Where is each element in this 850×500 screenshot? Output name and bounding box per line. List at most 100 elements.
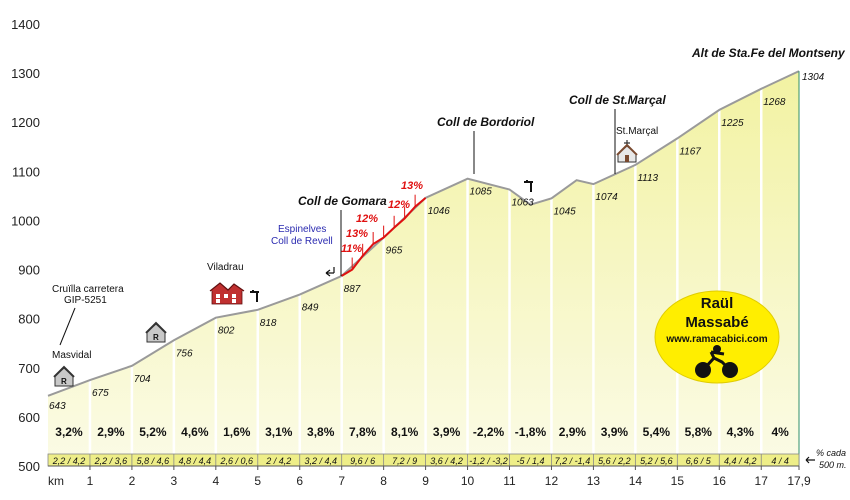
segment-detail: 5,8 / 4,6 (137, 456, 170, 466)
y-tick-label: 700 (18, 361, 40, 376)
elevation-point-label: 849 (302, 303, 319, 314)
km-divider-lines (88, 88, 763, 466)
svg-text:R: R (153, 333, 159, 342)
segment-grade: 4,3% (727, 425, 755, 439)
x-tick-label: 8 (380, 474, 387, 488)
elevation-point-label: 1045 (553, 206, 576, 217)
segment-detail: 5,6 / 2,2 (598, 456, 631, 466)
y-tick-label: 1200 (11, 115, 40, 130)
segment-detail: 3,2 / 4,4 (304, 456, 337, 466)
x-tick-label: 13 (587, 474, 601, 488)
profile-ridge-line (47, 70, 800, 397)
segment-grade: 2,9% (97, 425, 125, 439)
segment-detail: 7,2 / 9 (392, 456, 417, 466)
espinelves-arrow-icon (325, 267, 335, 277)
elevation-point-label: 643 (49, 401, 66, 412)
x-tick-label: 15 (671, 474, 685, 488)
segment-detail: -1,2 / -3,2 (469, 456, 508, 466)
segment-grade: 2,9% (559, 425, 587, 439)
cyclist-icon (695, 345, 738, 378)
x-tick-label: 10 (461, 474, 475, 488)
x-tick-label: 5 (254, 474, 261, 488)
segment-grade: 3,2% (55, 425, 83, 439)
elevation-point-label: 1304 (802, 72, 825, 83)
segment-grade: 8,1% (391, 425, 419, 439)
place-label-stmarcal: St.Marçal (616, 126, 658, 137)
village-icon (209, 282, 245, 305)
segment-grade: 1,6% (223, 425, 251, 439)
place-label-masvidal: Masvidal (52, 350, 91, 361)
steep-section-ticks (351, 194, 416, 270)
segment-detail-labels: 2,2 / 4,2 2,2 / 3,6 5,8 / 4,6 4,8 / 4,4 2,6 … (52, 454, 789, 466)
x-tick-label: 17,9 (787, 474, 811, 488)
elevation-point-label: 1046 (428, 206, 451, 217)
elevation-point-label: 756 (176, 348, 193, 359)
fountain-icon (250, 290, 259, 302)
segment-grade-row: 3,2% 2,9% 5,2% 4,6% 1,6% 3,1% 3,8% 7,8% 8,1% 3,9%… (55, 425, 789, 439)
brand-site[interactable]: www.ramacabici.com (665, 334, 767, 345)
y-tick-label: 1100 (12, 164, 40, 179)
segment-grade: -1,8% (515, 425, 547, 439)
segment-grade: 7,8% (349, 425, 377, 439)
coll-de-revell-label: Coll de Revell (271, 236, 333, 247)
fountain-icon (524, 180, 533, 192)
y-axis-tick-labels: 500 600 700 800 900 1000 1100 1200 1300 1400 (11, 17, 40, 474)
segment-detail: 2 / 4,2 (265, 456, 291, 466)
brand-badge[interactable]: Raül Massabé www.ramacabici.com (654, 290, 780, 384)
footer-note-line2: 500 m. (819, 460, 847, 470)
segment-grade: 5,8% (685, 425, 713, 439)
segment-detail: -5 / 1,4 (516, 456, 544, 466)
x-tick-label: 3 (171, 474, 178, 488)
segment-grade: 4% (771, 425, 789, 439)
place-label-viladrau: Viladrau (207, 262, 244, 273)
cruilla-label-line2: GIP-5251 (64, 295, 107, 306)
elevation-point-label: 965 (386, 246, 403, 257)
chart-title: Alt de Sta.Fe del Montseny (691, 46, 846, 60)
x-tick-label: 16 (713, 474, 727, 488)
elevation-point-label: 704 (134, 374, 151, 385)
x-tick-label: 7 (338, 474, 345, 488)
elevation-point-label: 1063 (512, 198, 535, 209)
steep-pct-1: 11% (341, 243, 362, 255)
elevation-point-label: 1167 (679, 146, 701, 157)
x-tick-label: 1 (87, 474, 94, 488)
steep-pct-5: 13% (401, 180, 423, 192)
steep-pct-4: 12% (388, 199, 410, 211)
segment-detail: 2,2 / 3,6 (94, 456, 128, 466)
y-tick-label: 1400 (11, 17, 40, 32)
house-icon: R (53, 365, 75, 387)
segment-detail: 2,6 / 0,6 (220, 456, 254, 466)
steep-pct-2: 13% (346, 228, 368, 240)
x-tick-label: 12 (545, 474, 559, 488)
cruilla-pointer (59, 307, 76, 346)
y-tick-label: 1300 (11, 66, 40, 81)
elevation-point-labels: 643 675 704 756 802 818 849 887 965 1046 1085 1063 1… (49, 72, 825, 412)
x-tick-label: 11 (503, 474, 516, 488)
x-axis-label: km (48, 474, 64, 488)
segment-grade: 3,8% (307, 425, 335, 439)
elevation-point-label: 675 (92, 388, 109, 399)
segment-grade: 5,4% (643, 425, 671, 439)
y-tick-label: 1000 (11, 213, 40, 228)
elevation-point-label: 1225 (721, 118, 744, 129)
pass-label-stmarcal: Coll de St.Marçal (569, 93, 666, 107)
segment-grade: 4,6% (181, 425, 209, 439)
elevation-point-label: 1268 (763, 97, 786, 108)
cruilla-label-line1: Cruïlla carretera (52, 284, 124, 295)
x-tick-label: 9 (422, 474, 429, 488)
elevation-point-label: 818 (260, 318, 277, 329)
steep-pct-3: 12% (356, 213, 378, 225)
espinelves-label: Espinelves (278, 224, 326, 235)
pass-label-bordoriol: Coll de Bordoriol (437, 115, 535, 129)
segment-detail: 5,2 / 5,6 (640, 456, 673, 466)
segment-grade: 3,9% (433, 425, 461, 439)
elevation-point-label: 802 (218, 326, 235, 337)
elevation-point-label: 887 (344, 284, 361, 295)
segment-grade: 3,1% (265, 425, 293, 439)
segment-detail: 7,2 / -1,4 (555, 456, 591, 466)
x-tick-label: 14 (629, 474, 643, 488)
profile-area-fill (48, 71, 799, 466)
y-tick-label: 900 (18, 263, 40, 278)
y-tick-label: 500 (18, 459, 40, 474)
